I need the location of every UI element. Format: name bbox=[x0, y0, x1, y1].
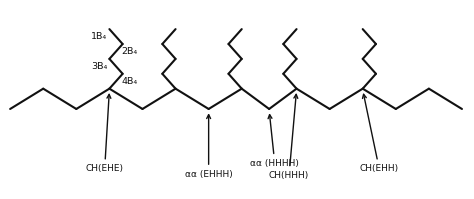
Text: 1B₄: 1B₄ bbox=[91, 32, 108, 41]
Text: CH(EHE): CH(EHE) bbox=[86, 94, 124, 174]
Text: 2B₄: 2B₄ bbox=[122, 47, 138, 56]
Text: 3B₄: 3B₄ bbox=[91, 62, 108, 71]
Text: αα (EHHH): αα (EHHH) bbox=[185, 115, 233, 179]
Text: 4B₄: 4B₄ bbox=[122, 77, 138, 86]
Text: αα (HHHH): αα (HHHH) bbox=[250, 115, 299, 168]
Text: CH(EHH): CH(EHH) bbox=[360, 94, 399, 174]
Text: CH(HHH): CH(HHH) bbox=[269, 94, 309, 180]
